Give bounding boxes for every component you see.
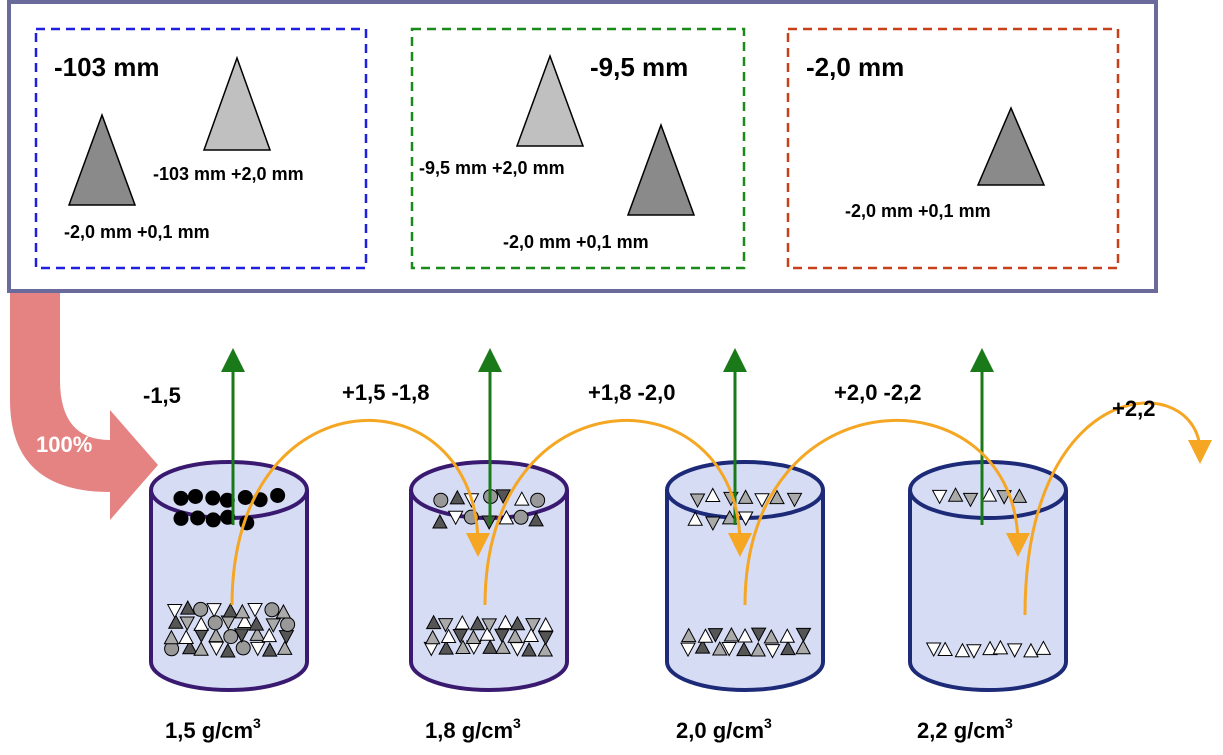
particle (206, 491, 220, 505)
density-label: 1,8 g/cm3 (425, 715, 521, 743)
particle (174, 491, 188, 505)
particle (265, 603, 279, 617)
fraction-label: -1,5 (143, 383, 181, 408)
particle (238, 490, 252, 504)
density-label: 2,0 g/cm3 (676, 715, 772, 743)
particle (531, 493, 545, 507)
particle (271, 488, 285, 502)
fraction-label: +1,8 -2,0 (588, 380, 675, 405)
feed-label: 100% (36, 432, 92, 457)
diagram: 100% -103 mm -103 mm +2,0 mm -2,0 mm +0,… (0, 0, 1223, 755)
particle (434, 493, 448, 507)
fraction-label: +1,5 -1,8 (342, 380, 429, 405)
particle (236, 641, 250, 655)
density-sup: 3 (513, 715, 521, 731)
cylinder-top (667, 462, 823, 518)
cylinder-top (151, 462, 307, 518)
panel-title: -9,5 mm (590, 52, 688, 82)
density-label: 1,5 g/cm3 (165, 715, 261, 743)
panel-title: -2,0 mm (806, 52, 904, 82)
density-sup: 3 (1005, 715, 1013, 731)
particle (514, 510, 528, 524)
density-text: 1,5 g/cm (165, 718, 253, 743)
particle (194, 602, 208, 616)
density-text: 2,0 g/cm (676, 718, 764, 743)
panel-label: -9,5 mm +2,0 mm (419, 158, 565, 178)
feed-arrow (10, 290, 158, 520)
density-text: 2,2 g/cm (917, 718, 1005, 743)
panel-label: -2,0 mm +0,1 mm (503, 232, 649, 252)
panel-label: -2,0 mm +0,1 mm (64, 222, 210, 242)
fraction-label: +2,0 -2,2 (834, 380, 921, 405)
panel-label: -103 mm +2,0 mm (153, 164, 304, 184)
density-sup: 3 (764, 715, 772, 731)
panel-title: -103 mm (54, 52, 160, 82)
density-text: 1,8 g/cm (425, 718, 513, 743)
density-sup: 3 (253, 715, 261, 731)
particle (281, 617, 295, 631)
fraction-label: +2,2 (1112, 396, 1155, 421)
particle (206, 513, 220, 527)
particle (188, 489, 202, 503)
particle (174, 511, 188, 525)
particle (191, 511, 205, 525)
density-label: 2,2 g/cm3 (917, 715, 1013, 743)
panel-label: -2,0 mm +0,1 mm (845, 201, 991, 221)
particle (208, 616, 222, 630)
